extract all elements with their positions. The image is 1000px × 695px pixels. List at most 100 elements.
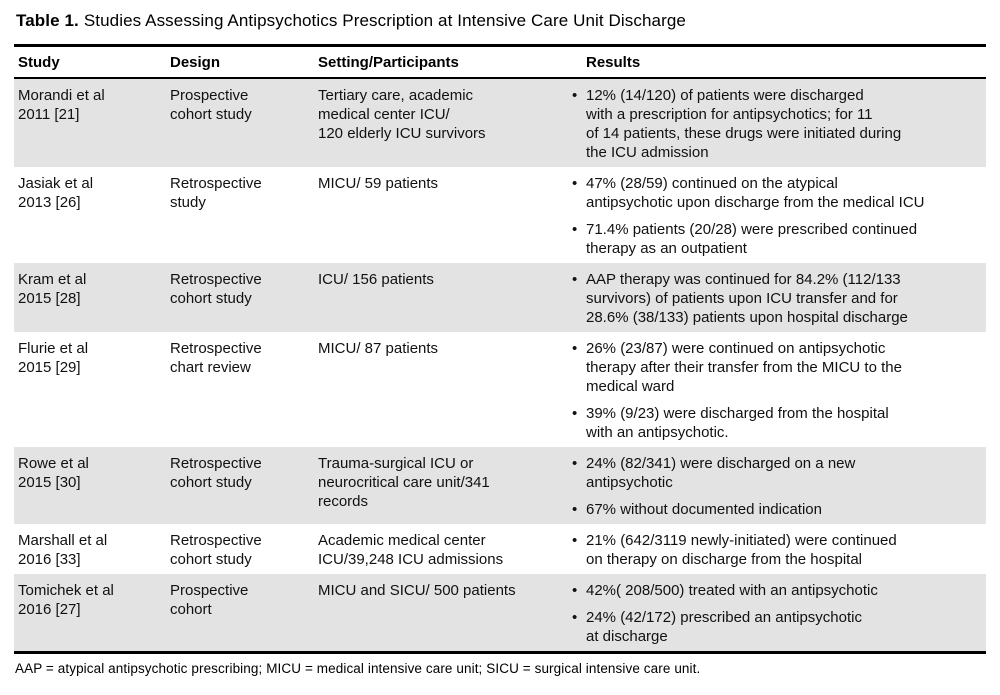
result-text: 39% (9/23) were discharged from the hosp… (586, 405, 889, 441)
bullet-icon: • (572, 582, 578, 599)
result-text: 24% (82/341) were discharged on a new an… (586, 455, 856, 491)
page: Table 1. Studies Assessing Antipsychotics… (14, 11, 986, 676)
result-bullet-item: • 21% (642/3119 newly-initiated) were con… (572, 531, 982, 569)
setting-cell: ICU/ 156 patients (314, 263, 570, 332)
design-cell-text: Retrospective study (170, 175, 262, 211)
design-cell-text: Retrospective cohort study (170, 271, 262, 307)
study-cell-text: Flurie et al 2015 [29] (18, 340, 89, 376)
setting-cell-text: MICU/ 87 patients (318, 340, 439, 357)
result-text: 47% (28/59) continued on the atypical an… (586, 175, 925, 211)
footnote: AAP = atypical antipsychotic prescribing… (15, 661, 701, 676)
results-cell: • 42%( 208/500) treated with an antipsych… (570, 574, 986, 653)
bullet-icon: • (572, 271, 578, 288)
result-text: AAP therapy was continued for 84.2% (112… (586, 271, 908, 326)
bullet-icon: • (572, 405, 578, 422)
column-header-results: Results (570, 45, 986, 79)
setting-cell: MICU/ 87 patients (314, 332, 570, 447)
table-row: Rowe et al 2015 [30] Retrospective cohort… (14, 447, 986, 524)
setting-cell: Academic medical center ICU/39,248 ICU a… (314, 524, 570, 574)
design-cell: Prospective cohort study (166, 78, 314, 167)
design-cell-text: Retrospective cohort study (170, 455, 262, 491)
bullet-icon: • (572, 340, 578, 357)
result-text: 42%( 208/500) treated with an antipsycho… (586, 582, 878, 599)
result-bullet-item: • 42%( 208/500) treated with an antipsych… (572, 581, 982, 600)
setting-cell: MICU/ 59 patients (314, 167, 570, 263)
result-text: 26% (23/87) were continued on antipsycho… (586, 340, 902, 395)
result-text: 24% (42/172) prescribed an antipsychotic… (586, 609, 862, 645)
table-title-text: Studies Assessing Antipsychotics Prescri… (83, 11, 686, 30)
design-cell: Prospective cohort (166, 574, 314, 653)
setting-cell-text: Tertiary care, academic medical center I… (318, 87, 486, 142)
setting-cell-text: MICU and SICU/ 500 patients (318, 582, 516, 599)
setting-cell: Trauma-surgical ICU or neurocritical car… (314, 447, 570, 524)
table-body: Morandi et al 2011 [21] Prospective cohor… (14, 78, 986, 653)
result-bullet-item: • 24% (82/341) were discharged on a new a… (572, 454, 982, 492)
bullet-icon: • (572, 532, 578, 549)
results-cell: • 26% (23/87) were continued on antipsych… (570, 332, 986, 447)
study-cell-text: Kram et al 2015 [28] (18, 271, 87, 307)
table-row: Kram et al 2015 [28] Retrospective cohort… (14, 263, 986, 332)
study-cell: Marshall et al 2016 [33] (14, 524, 166, 574)
column-header-setting: Setting/Participants (314, 45, 570, 79)
bullet-icon: • (572, 87, 578, 104)
result-text: 12% (14/120) of patients were discharged… (586, 87, 902, 161)
design-cell-text: Prospective cohort (170, 582, 249, 618)
design-cell-text: Prospective cohort study (170, 87, 252, 123)
design-cell-text: Retrospective chart review (170, 340, 262, 376)
study-cell: Kram et al 2015 [28] (14, 263, 166, 332)
header-row: Study Design Setting/Participants Result… (14, 45, 986, 79)
bullet-icon: • (572, 221, 578, 238)
setting-cell-text: Trauma-surgical ICU or neurocritical car… (318, 455, 490, 510)
bullet-icon: • (572, 175, 578, 192)
design-cell: Retrospective cohort study (166, 447, 314, 524)
study-cell: Rowe et al 2015 [30] (14, 447, 166, 524)
study-cell: Tomichek et al 2016 [27] (14, 574, 166, 653)
result-bullet-item: • 39% (9/23) were discharged from the hos… (572, 404, 982, 442)
table-header: Study Design Setting/Participants Result… (14, 45, 986, 79)
setting-cell-text: ICU/ 156 patients (318, 271, 434, 288)
bullet-icon: • (572, 609, 578, 626)
design-cell: Retrospective study (166, 167, 314, 263)
table-row: Flurie et al 2015 [29] Retrospective char… (14, 332, 986, 447)
setting-cell-text: Academic medical center ICU/39,248 ICU a… (318, 532, 504, 568)
results-cell: • 21% (642/3119 newly-initiated) were con… (570, 524, 986, 574)
study-cell-text: Jasiak et al 2013 [26] (18, 175, 94, 211)
result-bullet-item: • 47% (28/59) continued on the atypical a… (572, 174, 982, 212)
setting-cell: MICU and SICU/ 500 patients (314, 574, 570, 653)
results-cell: • 12% (14/120) of patients were discharge… (570, 78, 986, 167)
setting-cell: Tertiary care, academic medical center I… (314, 78, 570, 167)
results-cell: • 47% (28/59) continued on the atypical a… (570, 167, 986, 263)
setting-cell-text: MICU/ 59 patients (318, 175, 439, 192)
studies-table: Study Design Setting/Participants Result… (14, 44, 986, 654)
bullet-icon: • (572, 455, 578, 472)
table-row: Marshall et al 2016 [33] Retrospective co… (14, 524, 986, 574)
study-cell: Morandi et al 2011 [21] (14, 78, 166, 167)
results-cell: • 24% (82/341) were discharged on a new a… (570, 447, 986, 524)
result-bullet-item: • AAP therapy was continued for 84.2% (11… (572, 270, 982, 327)
study-cell-text: Tomichek et al 2016 [27] (18, 582, 114, 618)
study-cell: Jasiak et al 2013 [26] (14, 167, 166, 263)
result-text: 71.4% patients (20/28) were prescribed c… (586, 221, 918, 257)
study-cell-text: Marshall et al 2016 [33] (18, 532, 108, 568)
table-title: Table 1. Studies Assessing Antipsychotics… (16, 11, 986, 31)
column-header-design: Design (166, 45, 314, 79)
design-cell: Retrospective cohort study (166, 263, 314, 332)
study-cell-text: Morandi et al 2011 [21] (18, 87, 105, 123)
result-bullet-item: • 24% (42/172) prescribed an antipsychoti… (572, 608, 982, 646)
column-header-study: Study (14, 45, 166, 79)
result-bullet-item: • 26% (23/87) were continued on antipsych… (572, 339, 982, 396)
design-cell: Retrospective cohort study (166, 524, 314, 574)
bullet-icon: • (572, 501, 578, 518)
table-row: Morandi et al 2011 [21] Prospective cohor… (14, 78, 986, 167)
result-bullet-item: • 12% (14/120) of patients were discharge… (572, 86, 982, 162)
study-cell: Flurie et al 2015 [29] (14, 332, 166, 447)
result-text: 67% without documented indication (586, 501, 822, 518)
table-number-label: Table 1. (16, 11, 79, 30)
result-text: 21% (642/3119 newly-initiated) were cont… (586, 532, 897, 568)
results-cell: • AAP therapy was continued for 84.2% (11… (570, 263, 986, 332)
study-cell-text: Rowe et al 2015 [30] (18, 455, 89, 491)
design-cell: Retrospective chart review (166, 332, 314, 447)
result-bullet-item: • 67% without documented indication (572, 500, 982, 519)
table-row: Jasiak et al 2013 [26] Retrospective stud… (14, 167, 986, 263)
design-cell-text: Retrospective cohort study (170, 532, 262, 568)
